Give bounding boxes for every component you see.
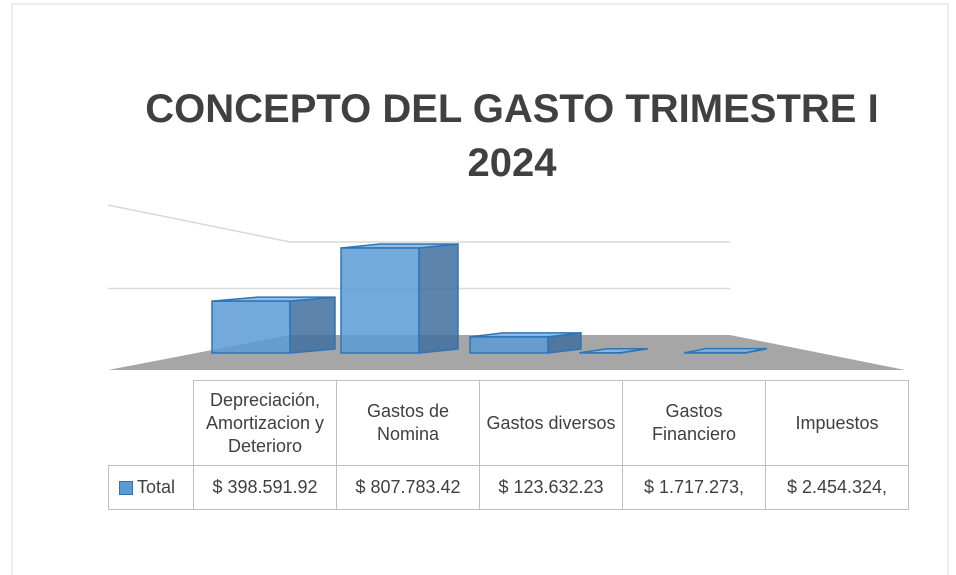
value-label: $ 2.454.324,: [765, 465, 909, 510]
bar: [211, 296, 336, 354]
bar-face: [340, 247, 420, 354]
value-label: $ 807.783.42: [336, 465, 480, 510]
grid-line: [107, 204, 730, 243]
bar-face: [418, 243, 459, 354]
bar: [340, 243, 459, 354]
bar-face: [469, 336, 549, 354]
table-header: Depreciación, Amortizacion y Deterioro: [193, 380, 337, 466]
table-header: Gastos Financiero: [622, 380, 766, 466]
bar-face: [289, 296, 336, 354]
legend-swatch: [119, 480, 133, 495]
bar: [469, 332, 582, 354]
table-header: Impuestos: [765, 380, 909, 466]
legend: Total: [108, 465, 194, 510]
bar: [579, 347, 648, 354]
legend-label: Total: [137, 477, 176, 497]
table-header: Gastos diversos: [479, 380, 623, 466]
table-header: Gastos de Nomina: [336, 380, 480, 466]
bar: [684, 347, 767, 354]
bar-face: [211, 300, 291, 354]
value-label: $ 123.632.23: [479, 465, 623, 510]
value-label: $ 398.591.92: [193, 465, 337, 510]
chart-border: [11, 3, 949, 575]
value-label: $ 1.717.273,: [622, 465, 766, 510]
chart-title: CONCEPTO DEL GASTO TRIMESTRE I 2024: [145, 87, 879, 185]
